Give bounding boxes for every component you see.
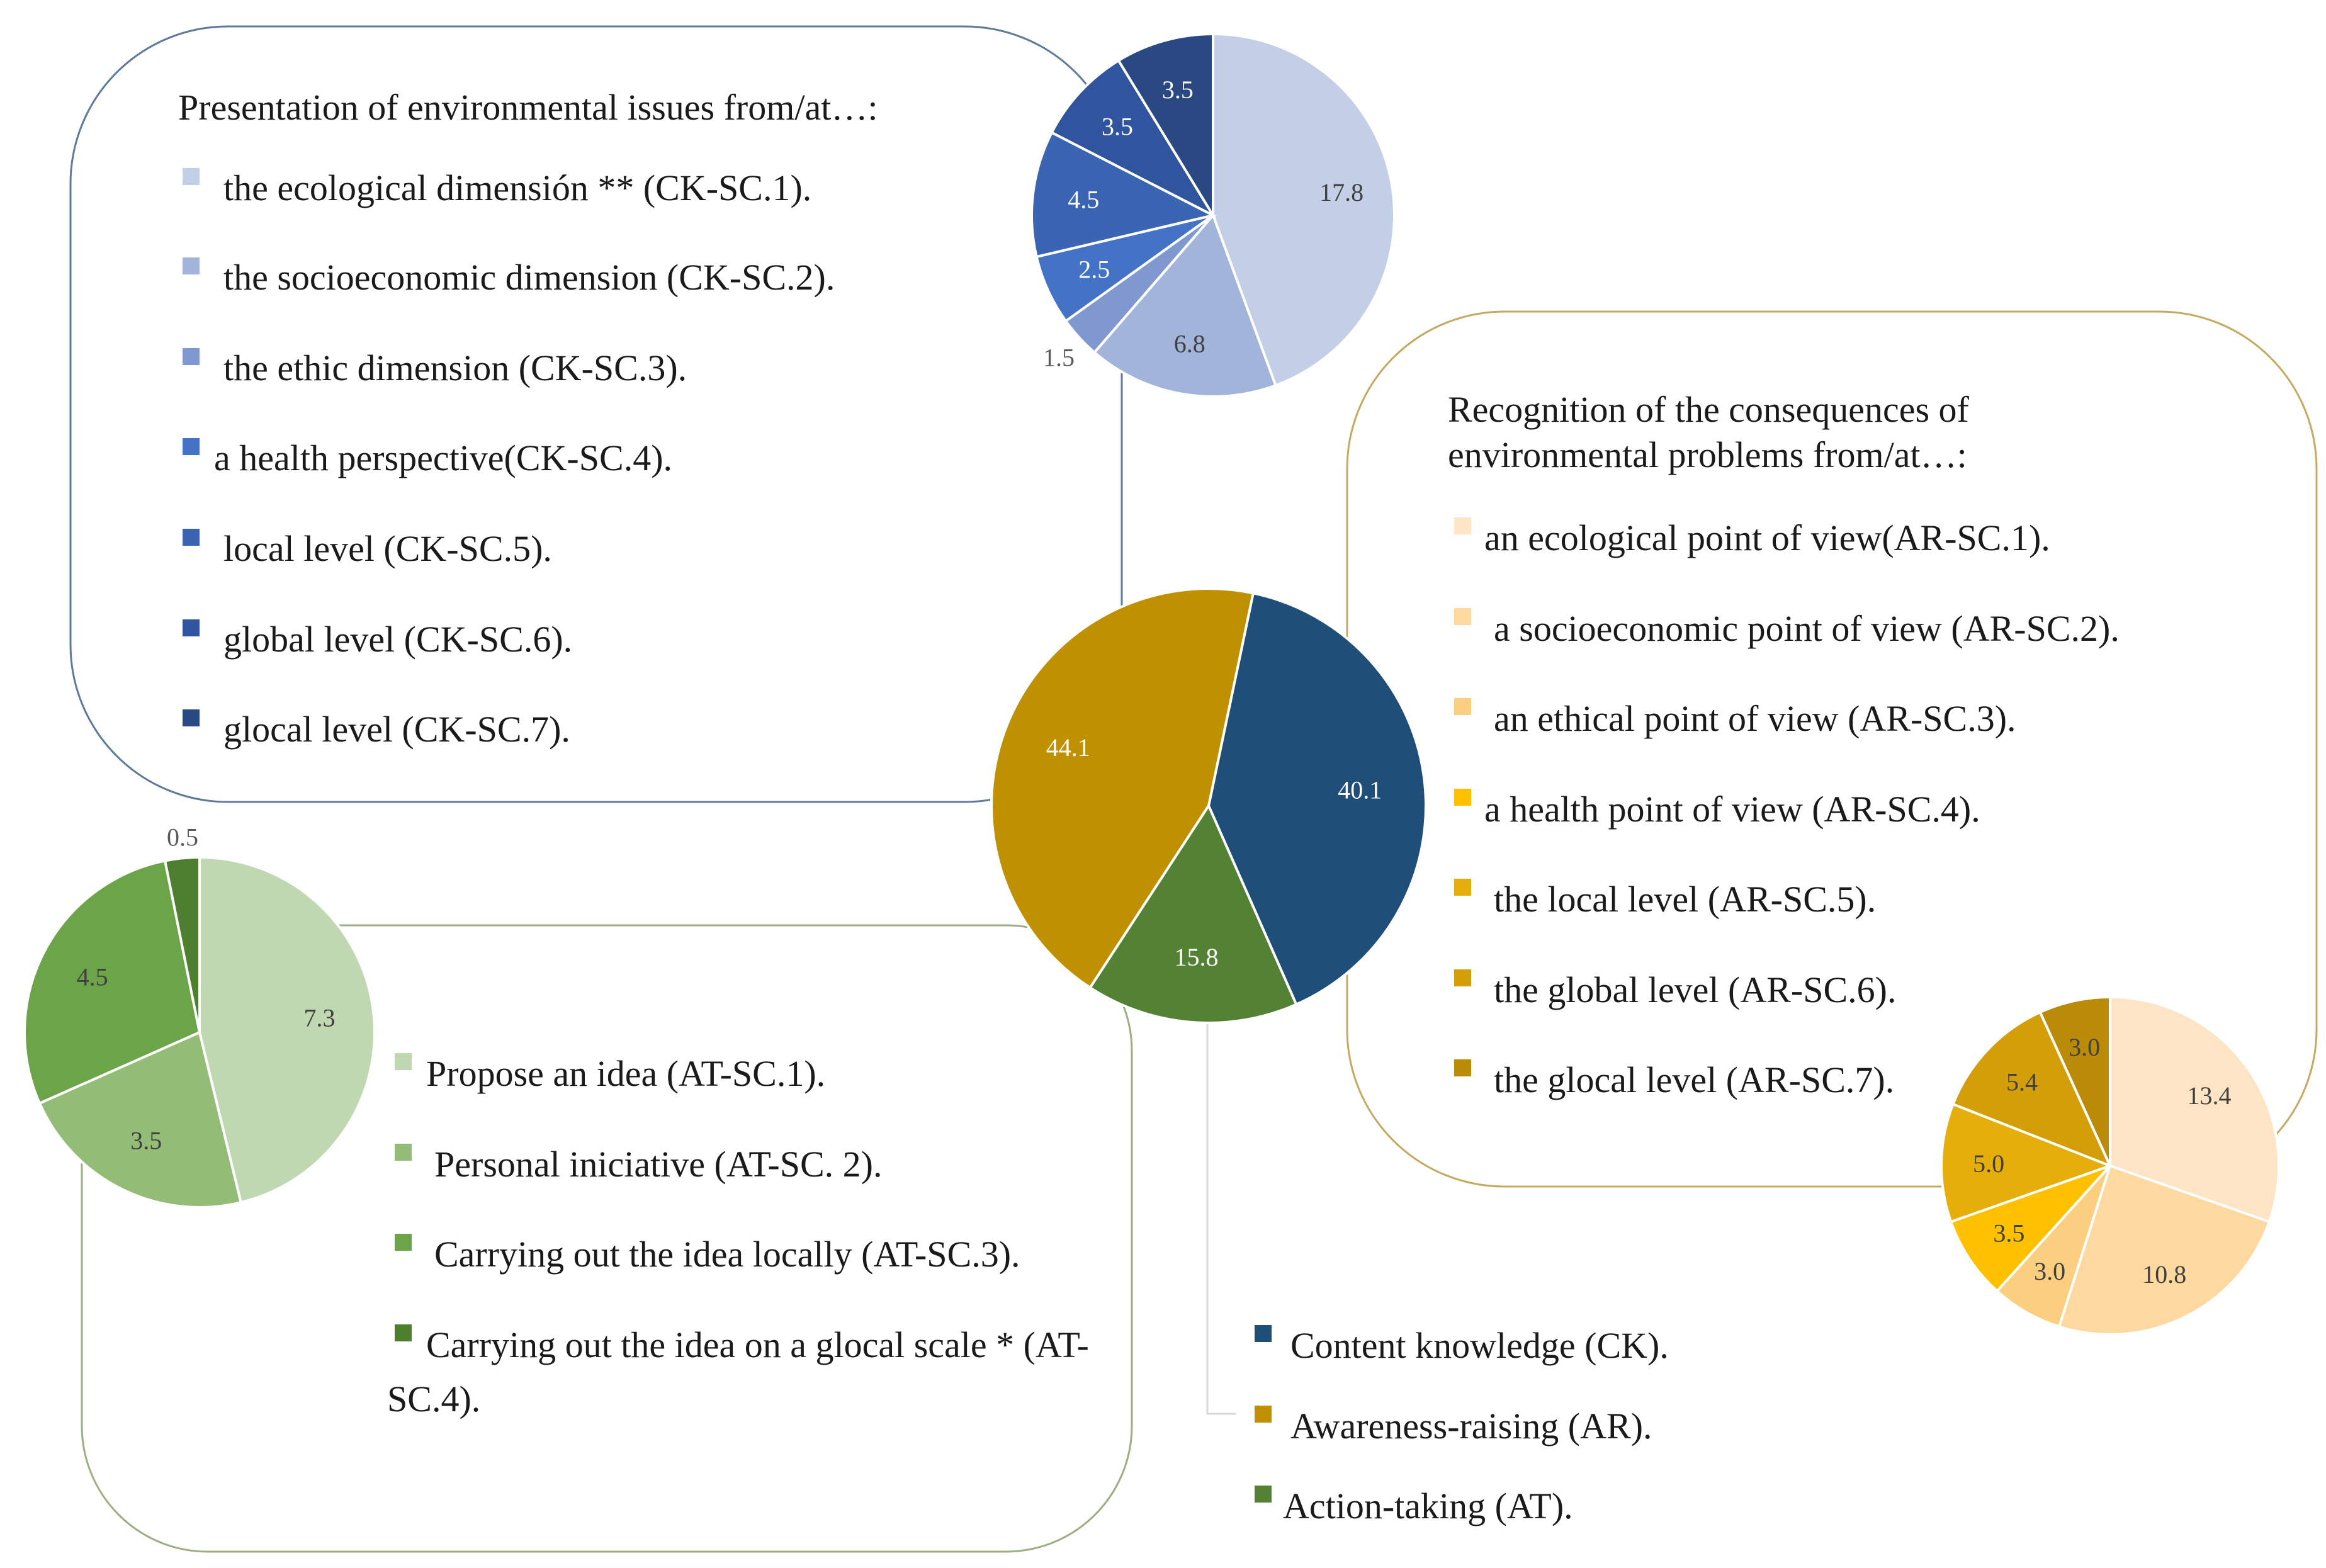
ar-legend-entry: an ecological point of view(AR-SC.1). — [1484, 517, 2050, 558]
ck-pie-data-label: 3.5 — [1162, 76, 1194, 104]
at-pie-data-label: 0.5 — [167, 823, 198, 852]
ck-legend-entry: the ecological dimensión ** (CK-SC.1). — [223, 167, 811, 208]
main-legend-entry: Awareness-raising (AR). — [1290, 1406, 1652, 1447]
main-pie-data-label: 40.1 — [1338, 776, 1382, 804]
at-legend-swatch — [395, 1144, 412, 1161]
main-legend-bracket — [1206, 1023, 1236, 1415]
at-pie-slice — [163, 855, 201, 1033]
main-pie-data-label: 15.8 — [1175, 943, 1219, 971]
ck-pie-data-label: 1.5 — [1043, 344, 1075, 372]
at-legend-entry: Carrying out the idea locally (AT-SC.3). — [434, 1234, 1020, 1275]
main-legend-swatch — [1255, 1406, 1272, 1423]
main-pie: 40.1 44.1 15.8 — [990, 587, 1427, 1024]
at-legend: Propose an idea (AT-SC.1). Personal inic… — [387, 1053, 1089, 1419]
ck-legend-entry: the ethic dimension (CK-SC.3). — [223, 347, 687, 388]
ck-pie-data-label: 3.5 — [1102, 112, 1133, 140]
ar-legend-swatch — [1454, 1059, 1471, 1076]
ar-legend-entry: the global level (AR-SC.6). — [1494, 969, 1897, 1010]
ar-pie-data-label: 5.0 — [1973, 1149, 2004, 1178]
ck-legend-swatch — [183, 529, 200, 546]
ar-legend-swatch — [1454, 879, 1471, 896]
ck-legend-swatch — [183, 348, 200, 365]
at-pie-data-label: 4.5 — [77, 962, 108, 991]
ck-pie-data-label: 17.8 — [1319, 178, 1363, 206]
at-pie-data-label: 7.3 — [304, 1004, 336, 1032]
ck-legend-entry: glocal level (CK-SC.7). — [223, 709, 570, 750]
ar-legend-entry: the glocal level (AR-SC.7). — [1494, 1059, 1894, 1100]
ck-legend: Presentation of environmental issues fro… — [178, 87, 878, 750]
ck-pie-slice — [1117, 32, 1214, 220]
ar-legend-swatch — [1454, 608, 1471, 625]
ck-legend-title: Presentation of environmental issues fro… — [178, 87, 878, 128]
at-pie-slice — [198, 855, 376, 1204]
at-pie-slice — [23, 859, 201, 1105]
ar-legend-entry: a health point of view (AR-SC.4). — [1484, 789, 1980, 830]
ar-pie-data-label: 3.5 — [1993, 1219, 2024, 1248]
main-legend-entry: Action-taking (AT). — [1283, 1486, 1573, 1526]
ar-legend-entry: the local level (AR-SC.5). — [1494, 879, 1876, 920]
ar-legend-entry: an ethical point of view (AR-SC.3). — [1494, 698, 2016, 739]
main-pie-slice — [990, 587, 1255, 990]
ar-pie-data-label: 5.4 — [2006, 1068, 2038, 1097]
ck-legend-swatch — [183, 438, 200, 455]
ar-pie-slice — [1949, 1165, 2111, 1293]
ck-legend-swatch — [183, 619, 200, 636]
at-legend-entry: Personal iniciative (AT-SC. 2). — [434, 1144, 883, 1185]
ar-legend: Recognition of the consequences of envir… — [1448, 389, 2120, 1100]
main-legend-swatch — [1255, 1325, 1272, 1342]
ar-pie-data-label: 3.0 — [2034, 1257, 2065, 1285]
at-legend-swatch — [395, 1234, 412, 1251]
at-pie-data-label: 3.5 — [130, 1127, 162, 1155]
ck-legend-swatch — [183, 257, 200, 274]
ar-pie-slice — [2109, 995, 2280, 1224]
ar-legend-swatch — [1454, 517, 1471, 534]
main-pie-slice — [1207, 591, 1427, 1007]
ar-pie: 13.4 10.8 3.0 3.5 5.0 5.4 3.0 — [1940, 995, 2280, 1336]
ck-legend-entry: local level (CK-SC.5). — [223, 528, 552, 569]
ck-pie-slice — [1030, 130, 1217, 259]
main-legend-entry: Content knowledge (CK). — [1290, 1325, 1669, 1366]
ck-legend-entry: global level (CK-SC.6). — [223, 619, 572, 660]
ck-pie-data-label: 6.8 — [1174, 330, 1205, 358]
ck-legend-entry: the socioeconomic dimension (CK-SC.2). — [223, 257, 835, 298]
at-pie-slice — [38, 1030, 243, 1209]
at-pie: 7.3 3.5 4.5 0.5 — [23, 823, 376, 1209]
ar-legend-swatch — [1454, 969, 1471, 986]
main-legend: Content knowledge (CK). Awareness-raisin… — [1255, 1325, 1669, 1526]
ck-pie-slice — [1050, 59, 1217, 219]
ck-pie-data-label: 2.5 — [1078, 255, 1110, 283]
at-legend-entry: Carrying out the idea on a glocal scale … — [387, 1324, 1089, 1419]
ar-legend-swatch — [1454, 698, 1471, 715]
at-legend-swatch — [395, 1324, 412, 1341]
ar-pie-data-label: 13.4 — [2188, 1081, 2232, 1110]
ck-pie-data-label: 4.5 — [1068, 185, 1099, 213]
ar-pie-slice — [2057, 1164, 2271, 1336]
ar-legend-title: Recognition of the consequences of envir… — [1448, 389, 1969, 475]
ck-legend-swatch — [183, 709, 200, 726]
ar-pie-slice — [1940, 1102, 2114, 1224]
ar-legend-entry: a socioeconomic point of view (AR-SC.2). — [1494, 608, 2120, 649]
at-legend-swatch — [395, 1053, 412, 1070]
ck-pie-slice — [1212, 32, 1396, 387]
at-legend-entry: Propose an idea (AT-SC.1). — [426, 1053, 825, 1094]
ck-group-frame — [69, 25, 1123, 803]
ck-legend-swatch — [183, 168, 200, 185]
at-legend-entry-box: Carrying out the idea on a glocal scale … — [387, 1324, 1089, 1419]
ar-pie-data-label: 3.0 — [2069, 1033, 2100, 1061]
main-legend-swatch — [1255, 1486, 1272, 1503]
at-group-frame — [81, 924, 1133, 1553]
ck-legend-entry: a health perspective(CK-SC.4). — [214, 437, 672, 478]
ck-pie-slice — [1092, 213, 1278, 398]
ar-legend-title-box: Recognition of the consequences of envir… — [1448, 389, 1969, 475]
ar-pie-slice — [1995, 1165, 2111, 1329]
main-pie-slice — [1088, 803, 1298, 1024]
ck-pie: 17.8 6.8 1.5 2.5 4.5 3.5 3.5 — [1030, 32, 1396, 398]
ar-pie-data-label: 10.8 — [2142, 1260, 2186, 1289]
ar-legend-swatch — [1454, 789, 1471, 806]
ar-pie-slice — [2038, 995, 2111, 1166]
main-pie-data-label: 44.1 — [1046, 733, 1090, 762]
ar-pie-slice — [1951, 1010, 2113, 1168]
